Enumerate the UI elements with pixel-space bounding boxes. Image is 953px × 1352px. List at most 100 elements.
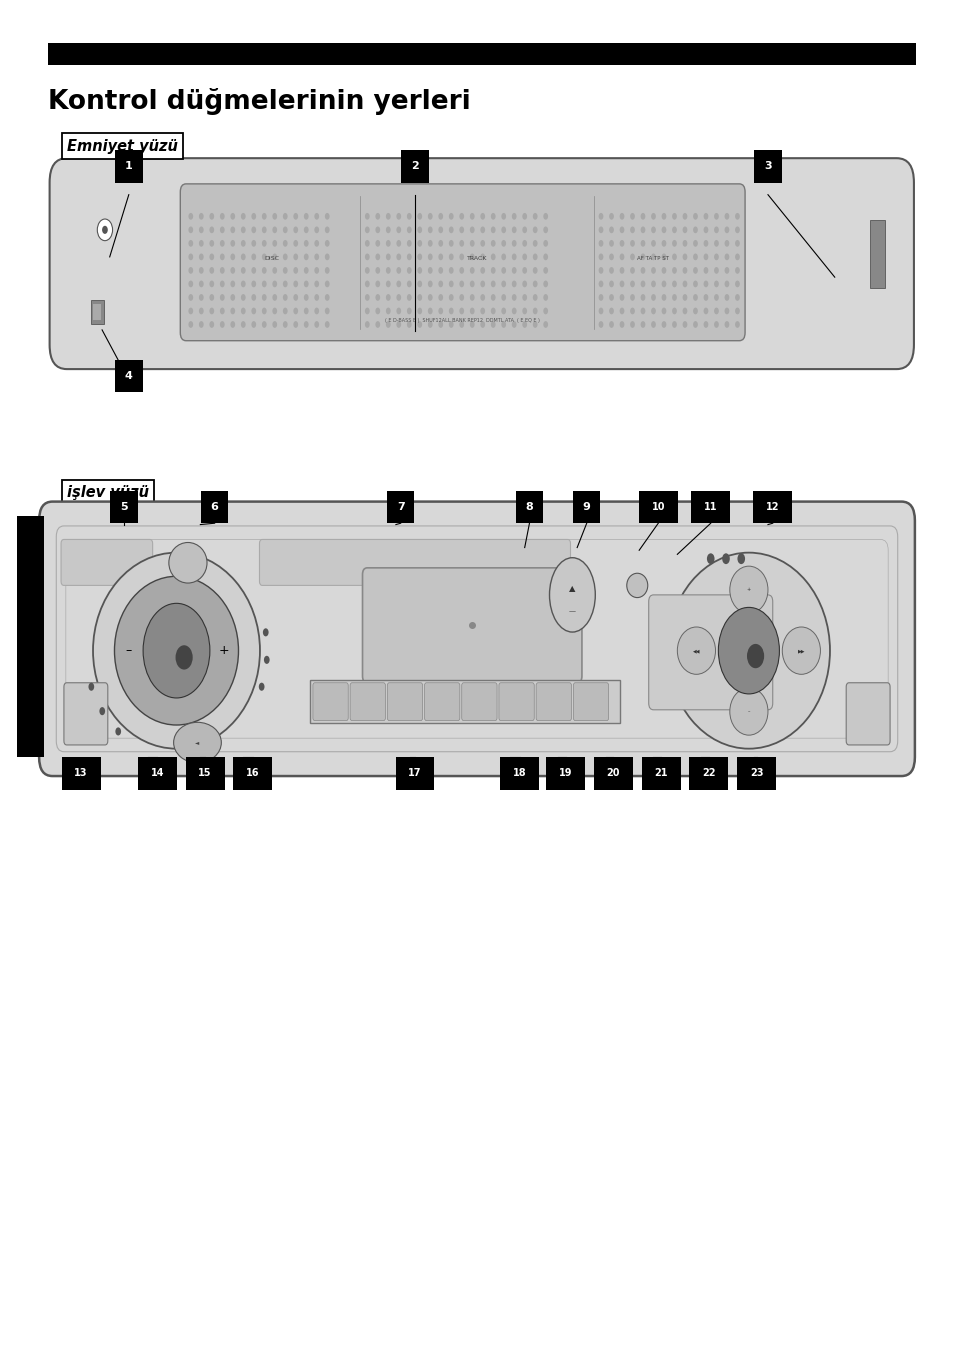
Circle shape xyxy=(438,212,442,220)
Circle shape xyxy=(324,280,329,288)
Circle shape xyxy=(598,320,602,329)
Circle shape xyxy=(240,320,246,329)
Circle shape xyxy=(458,226,463,233)
Text: 12: 12 xyxy=(765,502,779,512)
Circle shape xyxy=(629,295,635,301)
Circle shape xyxy=(640,295,644,301)
FancyBboxPatch shape xyxy=(546,757,584,790)
Circle shape xyxy=(427,239,432,246)
Circle shape xyxy=(640,307,644,315)
Circle shape xyxy=(640,212,644,220)
Circle shape xyxy=(619,266,623,273)
Circle shape xyxy=(252,226,255,233)
Circle shape xyxy=(681,320,686,329)
Circle shape xyxy=(314,239,318,246)
Circle shape xyxy=(210,212,213,220)
Circle shape xyxy=(619,295,623,301)
Text: ▶▶: ▶▶ xyxy=(797,648,804,653)
Circle shape xyxy=(702,266,707,273)
Circle shape xyxy=(314,266,318,273)
Circle shape xyxy=(681,307,686,315)
Circle shape xyxy=(427,253,432,260)
Circle shape xyxy=(532,226,537,233)
Circle shape xyxy=(543,212,547,220)
Circle shape xyxy=(512,320,517,329)
Circle shape xyxy=(406,212,412,220)
Text: işlev yüzü: işlev yüzü xyxy=(67,484,149,500)
Text: 7: 7 xyxy=(396,502,404,512)
Circle shape xyxy=(219,226,225,233)
FancyBboxPatch shape xyxy=(639,491,677,523)
Circle shape xyxy=(479,280,484,288)
Circle shape xyxy=(198,266,204,273)
Circle shape xyxy=(661,307,665,315)
Circle shape xyxy=(294,253,297,260)
Circle shape xyxy=(629,239,635,246)
Circle shape xyxy=(608,307,614,315)
FancyBboxPatch shape xyxy=(387,683,422,721)
Circle shape xyxy=(303,307,309,315)
Circle shape xyxy=(230,266,234,273)
Circle shape xyxy=(734,253,740,260)
FancyBboxPatch shape xyxy=(111,491,137,523)
Circle shape xyxy=(640,226,644,233)
Circle shape xyxy=(458,307,463,315)
Ellipse shape xyxy=(93,553,259,749)
Circle shape xyxy=(282,239,288,246)
Circle shape xyxy=(438,226,442,233)
FancyBboxPatch shape xyxy=(50,158,913,369)
Circle shape xyxy=(314,212,318,220)
Circle shape xyxy=(619,307,623,315)
Text: Emniyet yüzü: Emniyet yüzü xyxy=(67,138,177,154)
Circle shape xyxy=(240,212,246,220)
Circle shape xyxy=(396,320,400,329)
Circle shape xyxy=(406,280,412,288)
FancyBboxPatch shape xyxy=(115,360,142,392)
Circle shape xyxy=(396,266,400,273)
Circle shape xyxy=(692,266,697,273)
Circle shape xyxy=(692,307,697,315)
FancyBboxPatch shape xyxy=(61,539,152,585)
Text: —: — xyxy=(568,608,576,614)
Circle shape xyxy=(198,239,204,246)
Circle shape xyxy=(385,239,391,246)
FancyBboxPatch shape xyxy=(594,757,632,790)
Circle shape xyxy=(261,253,266,260)
Circle shape xyxy=(102,226,108,234)
Circle shape xyxy=(230,307,234,315)
Circle shape xyxy=(324,226,329,233)
Circle shape xyxy=(671,295,676,301)
Ellipse shape xyxy=(626,573,647,598)
Circle shape xyxy=(406,226,412,233)
Circle shape xyxy=(479,226,484,233)
Circle shape xyxy=(640,253,644,260)
Circle shape xyxy=(713,280,719,288)
Circle shape xyxy=(406,239,412,246)
Circle shape xyxy=(273,253,277,260)
Circle shape xyxy=(416,280,421,288)
Circle shape xyxy=(479,307,484,315)
Circle shape xyxy=(416,239,421,246)
Circle shape xyxy=(252,280,255,288)
Circle shape xyxy=(629,280,635,288)
Circle shape xyxy=(396,295,400,301)
Circle shape xyxy=(364,295,369,301)
Circle shape xyxy=(543,253,547,260)
Circle shape xyxy=(532,280,537,288)
Circle shape xyxy=(522,307,526,315)
Circle shape xyxy=(230,226,234,233)
Circle shape xyxy=(661,226,665,233)
Circle shape xyxy=(702,280,707,288)
Circle shape xyxy=(189,226,193,233)
Circle shape xyxy=(479,320,484,329)
Circle shape xyxy=(240,280,246,288)
Circle shape xyxy=(501,320,505,329)
Circle shape xyxy=(640,266,644,273)
Circle shape xyxy=(469,295,475,301)
Circle shape xyxy=(438,320,442,329)
Circle shape xyxy=(198,307,204,315)
Circle shape xyxy=(522,295,526,301)
Circle shape xyxy=(598,253,602,260)
Circle shape xyxy=(629,307,635,315)
Circle shape xyxy=(219,239,225,246)
